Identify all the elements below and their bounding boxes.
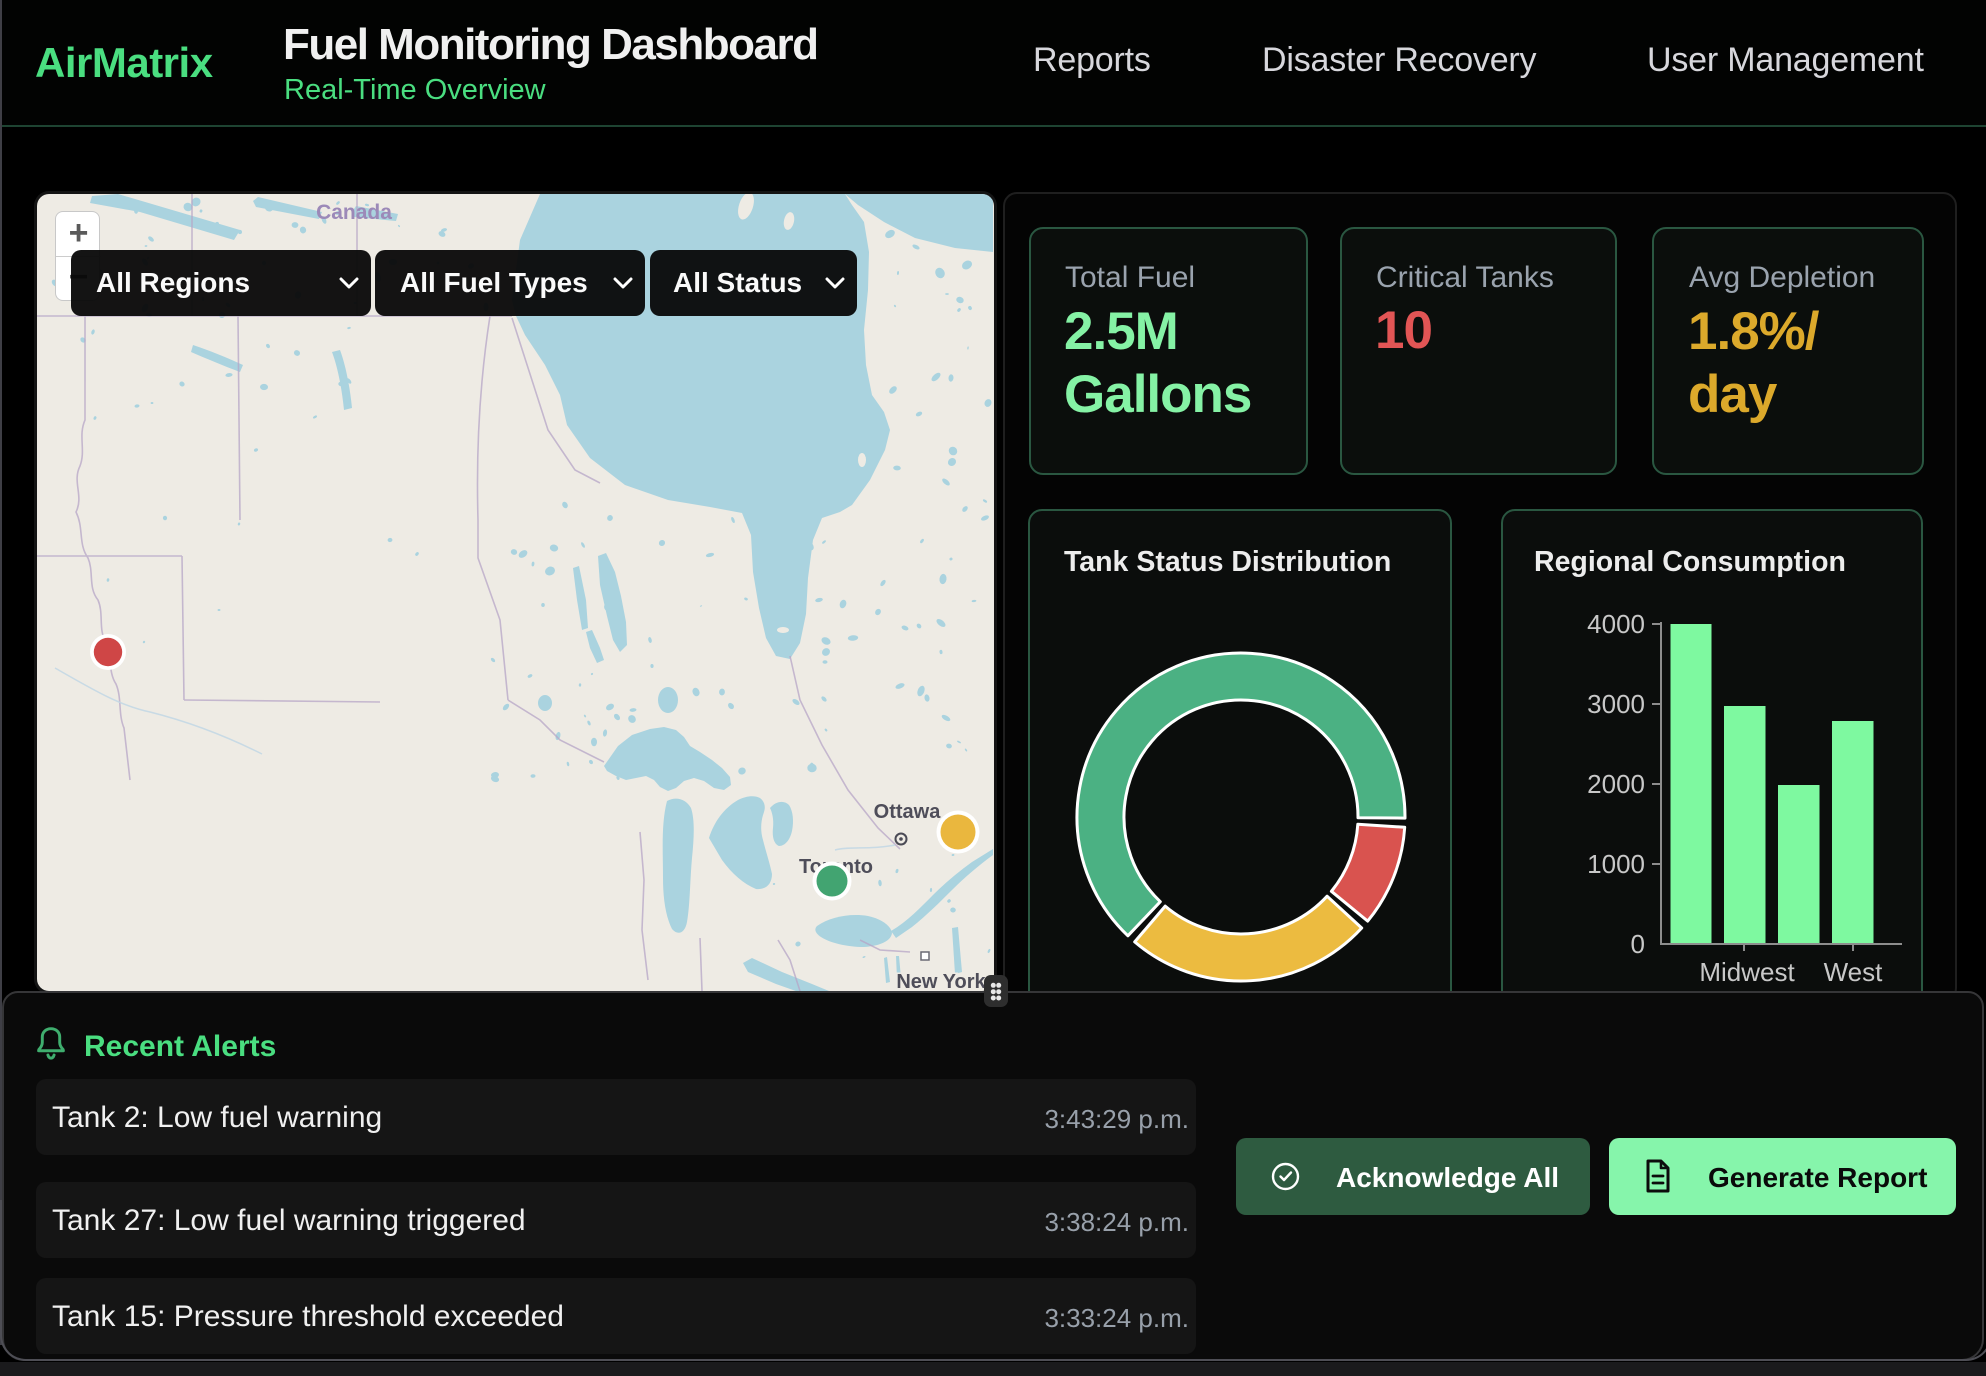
svg-text:2000: 2000	[1587, 769, 1645, 799]
svg-text:West: West	[1824, 957, 1884, 987]
svg-text:4000: 4000	[1587, 609, 1645, 639]
svg-text:1000: 1000	[1587, 849, 1645, 879]
svg-text:Midwest: Midwest	[1699, 957, 1795, 987]
svg-text:3000: 3000	[1587, 689, 1645, 719]
svg-text:Ottawa: Ottawa	[874, 801, 942, 823]
svg-text:0: 0	[1631, 929, 1645, 959]
svg-text:New York: New York	[896, 971, 986, 991]
svg-text:Canada: Canada	[316, 201, 392, 224]
